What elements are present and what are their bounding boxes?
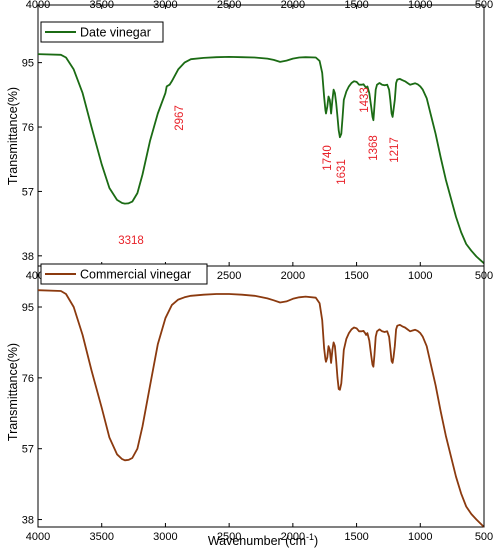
x-axis-label: Wavenumber (cm-1) [208,532,318,548]
series-line [37,53,485,264]
y-tick-label: 95 [22,58,34,70]
x-tick-label-top: 500 [475,0,493,11]
x-tick-label: 1500 [344,270,368,282]
y-tick-label: 38 [22,515,34,527]
x-tick-label-top: 4000 [26,0,50,11]
peak-annotation: 1368 [368,135,380,161]
plot-frame [37,265,485,528]
x-axis-label-main: Wavenumber (cm [208,534,306,548]
x-tick-label-top: 1500 [344,0,368,11]
y-tick-label: 38 [22,251,34,263]
peak-annotation: 1433 [359,87,371,113]
bottom-panel: 4000 3500 3000 2500 2000 1500 1000 500 38 57 76 95 [22,265,493,543]
x-axis-label-close: ) [314,534,318,548]
legend-bottom-box [40,263,208,285]
x-tick-label: 4000 [26,531,50,543]
legend-bottom: Commercial vinegar [40,263,208,285]
legend-top-label: Date vinegar [80,26,151,40]
peak-annotation: 1631 [336,159,348,185]
legend-top-box [40,21,164,43]
y-axis-label-top: Transmittance(%) [6,87,20,185]
peak-annotation: 3318 [118,235,144,247]
y-tick-label: 95 [22,302,34,314]
peak-annotation: 2967 [174,105,186,131]
series-line [37,289,485,528]
y-tick-label: 76 [22,122,34,134]
x-tick-label-top: 3000 [153,0,177,11]
x-tick-label: 1000 [408,531,432,543]
x-tick-label: 2000 [281,270,305,282]
x-tick-label: 2500 [217,270,241,282]
x-tick-label: 500 [475,531,493,543]
plot-frame [37,4,485,267]
x-tick-label: 2500 [217,531,241,543]
x-tick-label: 3500 [89,531,113,543]
x-tick-label-top: 2000 [281,0,305,11]
peak-annotation: 1217 [389,137,401,163]
x-tick-label: 3000 [153,531,177,543]
y-tick-label: 76 [22,373,34,385]
x-tick-label-top: 1000 [408,0,432,11]
y-axis-label-bottom: Transmittance(%) [6,343,20,441]
x-tick-label: 2000 [281,531,305,543]
y-tick-label: 57 [22,186,34,198]
y-tick-label: 57 [22,444,34,456]
x-axis-label-superscript: -1 [306,532,314,542]
legend-bottom-label: Commercial vinegar [80,268,191,282]
legend-top: Date vinegar [40,21,164,43]
x-tick-label: 1000 [408,270,432,282]
x-tick-label-top: 2500 [217,0,241,11]
x-tick-label: 1500 [344,531,368,543]
x-tick-label-top: 3500 [89,0,113,11]
peak-annotation: 1740 [322,145,334,171]
